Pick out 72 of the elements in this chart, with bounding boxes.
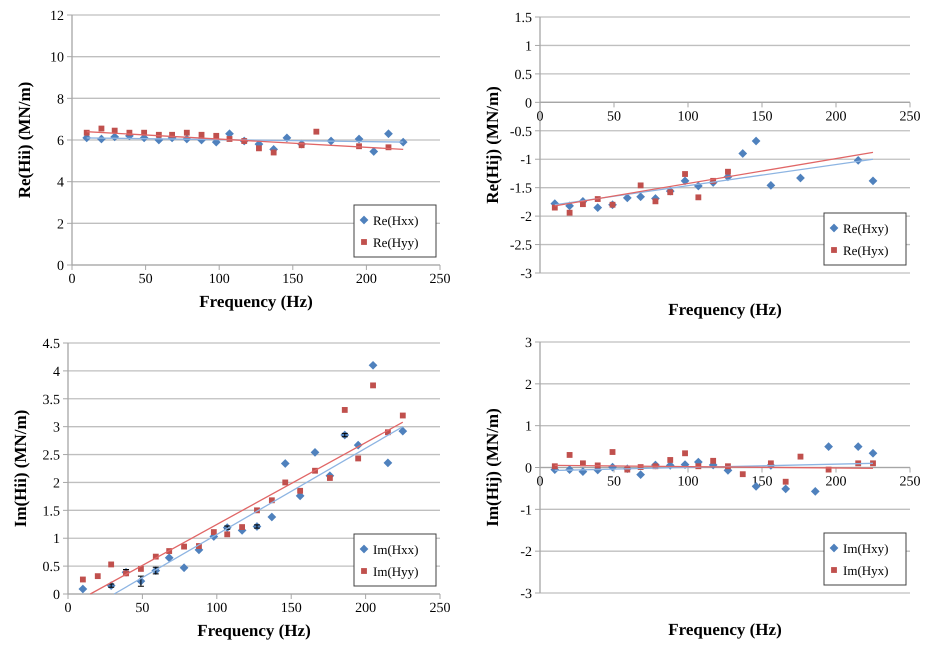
x-tick-label: 200	[826, 109, 846, 124]
y-tick-label: 4	[53, 364, 60, 380]
y-tick-label: 2	[53, 476, 60, 492]
y-tick-label: -1	[520, 503, 532, 518]
y-tick-label: -2	[520, 210, 532, 226]
y-tick-label: -2	[520, 545, 532, 560]
y-tick-label: 0	[53, 588, 60, 603]
y-tick-label: 10	[50, 50, 64, 66]
y-tick-label: -1.5	[510, 182, 532, 197]
y-tick-label: 0	[57, 259, 64, 274]
x-tick-label: 100	[678, 109, 698, 124]
legend-label: Re(Hxx)	[373, 213, 418, 228]
x-tick-label: 100	[206, 601, 228, 616]
y-tick-label: 3	[53, 420, 60, 436]
y-axis-title: Re(Hij) (MN/m)	[483, 86, 502, 204]
y-tick-label: 1	[53, 532, 60, 548]
legend-label: Im(Hyy)	[373, 564, 418, 579]
y-tick-label: 4	[57, 176, 64, 191]
x-axis-title: Frequency (Hz)	[199, 292, 313, 311]
y-tick-label: 3	[525, 336, 532, 351]
y-tick-label: -3	[520, 267, 532, 282]
y-tick-label: -0.5	[510, 124, 532, 140]
y-tick-label: 1.5	[42, 504, 60, 520]
x-tick-label: 150	[280, 601, 302, 616]
y-axis-title: Im(Hij) (MN/m)	[483, 408, 502, 527]
x-tick-label: 50	[138, 272, 153, 287]
y-tick-label: 2	[525, 378, 532, 393]
x-tick-label: 250	[900, 474, 920, 490]
x-tick-label: 50	[135, 601, 150, 616]
x-tick-label: 50	[607, 474, 621, 490]
y-tick-label: 2.5	[42, 448, 60, 464]
x-tick-label: 100	[678, 474, 698, 490]
y-tick-label: 2	[57, 217, 64, 232]
x-tick-label: 0	[68, 272, 76, 287]
x-tick-label: 0	[536, 109, 544, 124]
y-tick-label: 0	[525, 96, 532, 112]
x-tick-label: 150	[282, 272, 304, 287]
legend-label: Im(Hxy)	[843, 541, 888, 556]
y-tick-label: 0	[525, 462, 532, 476]
x-tick-label: 200	[355, 601, 376, 616]
legend-label: Re(Hxy)	[843, 221, 888, 236]
legend-label: Re(Hyy)	[373, 235, 418, 250]
x-tick-label: 150	[752, 109, 772, 124]
y-tick-label: 0.5	[42, 560, 60, 576]
legend-label: Im(Hyx)	[843, 563, 888, 578]
y-tick-label: 12	[50, 9, 64, 24]
x-tick-label: 0	[536, 474, 544, 490]
x-tick-label: 250	[900, 109, 920, 124]
x-tick-label: 250	[430, 601, 450, 616]
legend-label: Im(Hxx)	[373, 542, 418, 557]
y-axis-title: Im(Hii) (MN/m)	[11, 410, 30, 528]
x-axis-title: Frequency (Hz)	[668, 300, 782, 319]
y-tick-label: 1	[525, 39, 532, 54]
x-tick-label: 250	[430, 272, 450, 287]
y-tick-label: 3.5	[42, 392, 60, 408]
x-tick-label: 100	[208, 272, 230, 287]
y-tick-label: -3	[520, 587, 532, 602]
x-axis-title: Frequency (Hz)	[197, 621, 311, 640]
y-tick-label: -1	[520, 153, 532, 168]
y-tick-label: 1.5	[514, 11, 532, 26]
x-tick-label: 200	[356, 272, 377, 287]
y-tick-label: 8	[57, 92, 64, 108]
y-tick-label: 1	[525, 420, 532, 435]
y-tick-label: -2.5	[510, 238, 532, 254]
x-axis-title: Frequency (Hz)	[668, 620, 782, 639]
y-axis-title: Re(Hii) (MN/m)	[15, 82, 34, 198]
x-tick-label: 200	[826, 474, 846, 490]
legend-label: Re(Hyx)	[843, 243, 888, 258]
y-tick-label: 6	[57, 134, 64, 149]
y-tick-label: 4.5	[42, 337, 60, 352]
y-tick-label: 0.5	[514, 68, 532, 83]
x-tick-label: 50	[607, 109, 621, 124]
